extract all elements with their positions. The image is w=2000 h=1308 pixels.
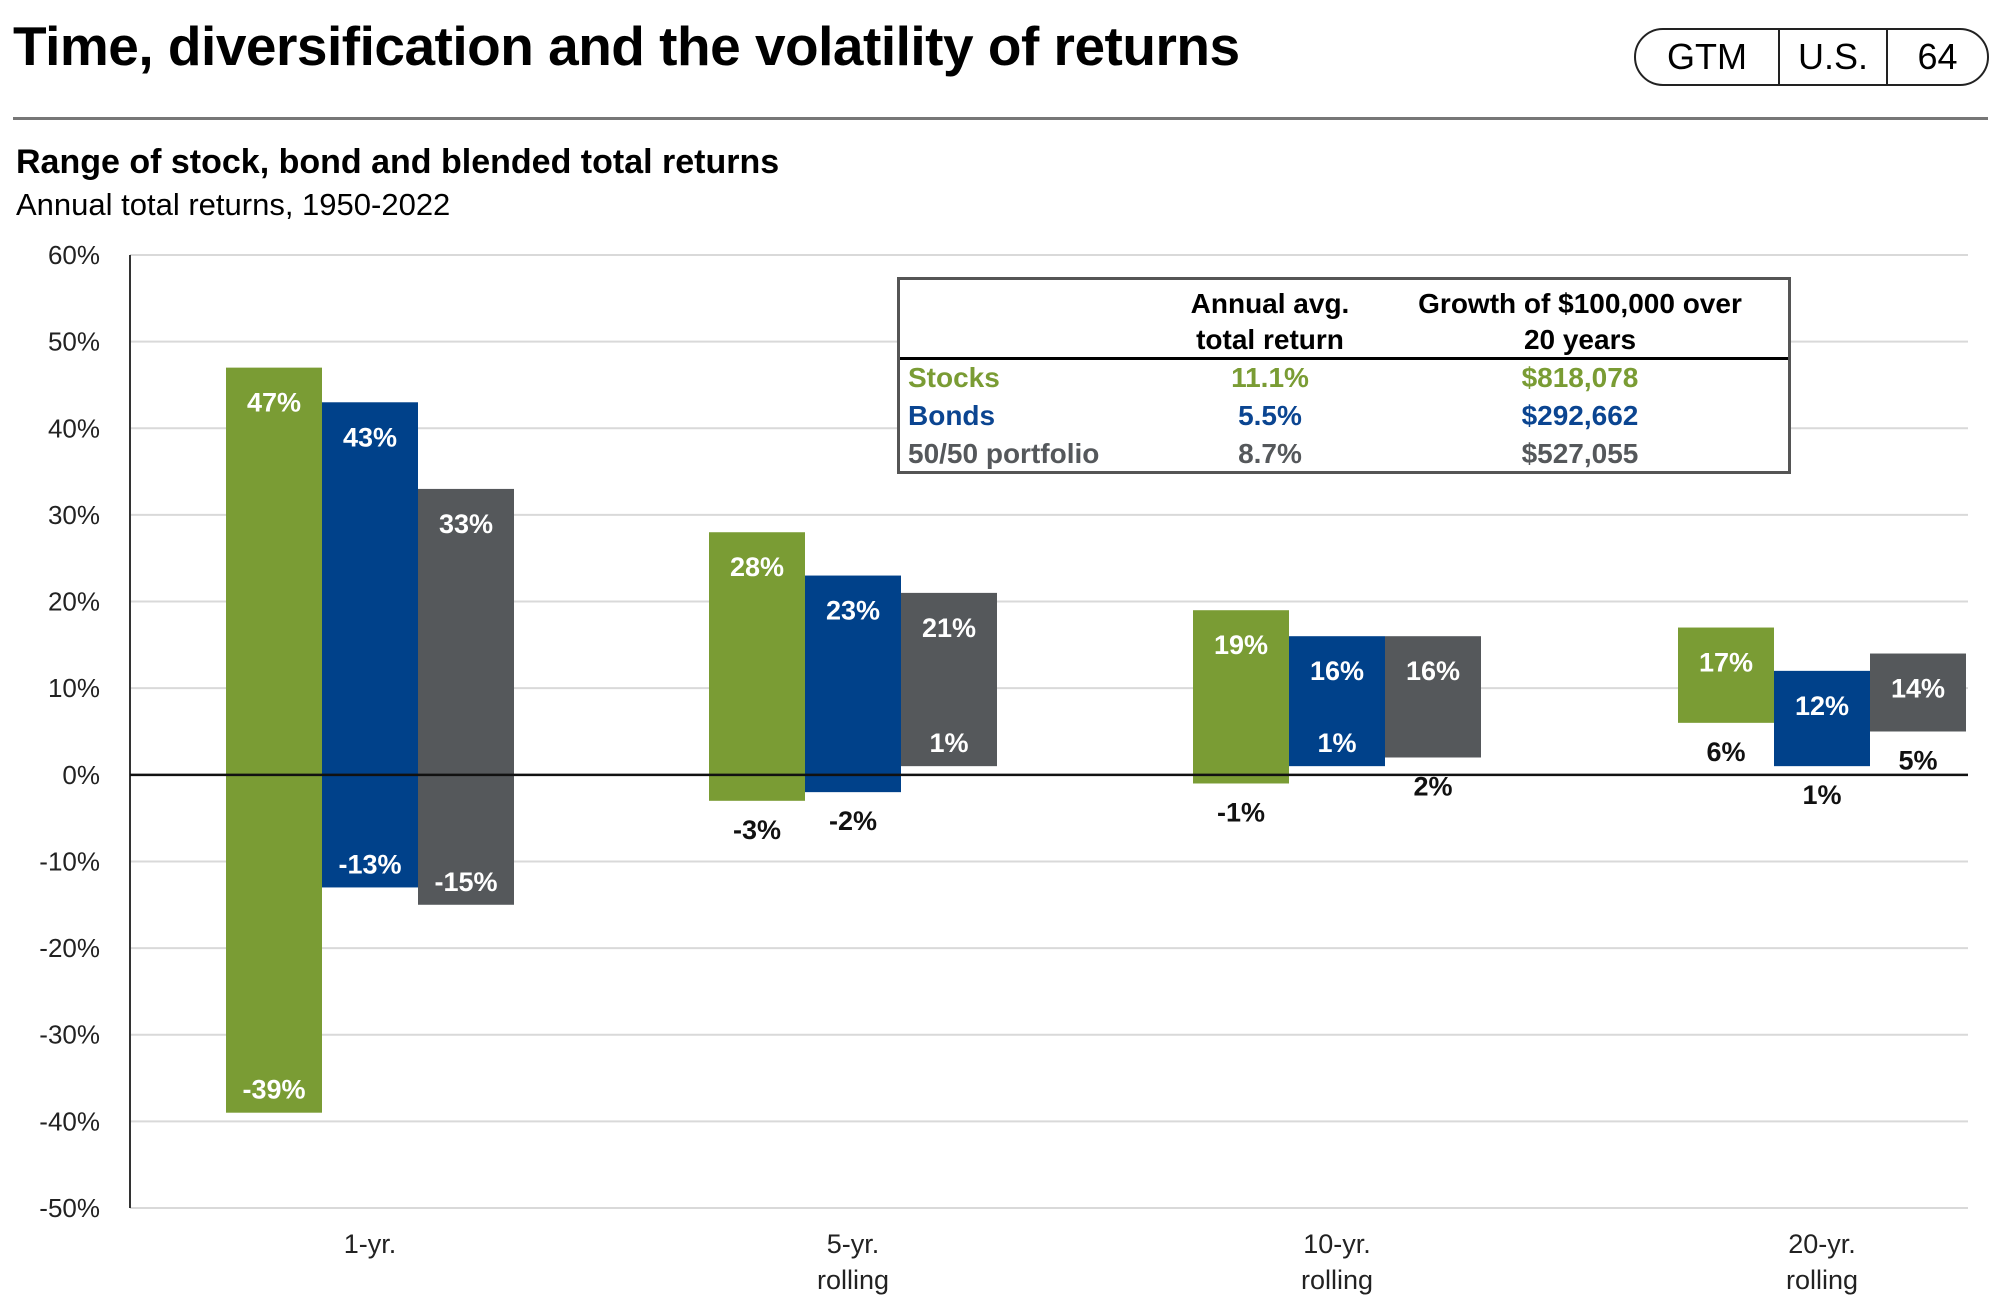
col-header-growth: Growth of $100,000 over 20 years (1380, 286, 1780, 358)
x-tick-label: 1-yr. (344, 1229, 397, 1259)
max-data-label: 16% (1310, 656, 1364, 686)
y-tick-label: -40% (39, 1106, 100, 1136)
max-data-label: 21% (922, 613, 976, 643)
y-tick-label: -30% (39, 1020, 100, 1050)
y-tick-label: -20% (39, 933, 100, 963)
min-data-label: 1% (1317, 728, 1356, 758)
y-tick-label: 30% (48, 500, 100, 530)
min-data-label: 1% (929, 728, 968, 758)
min-data-label: -2% (829, 806, 877, 836)
max-data-label: 47% (247, 388, 301, 418)
bar-stocks (709, 532, 805, 801)
y-tick-label: 0% (62, 760, 100, 790)
y-tick-label: -50% (39, 1193, 100, 1223)
max-data-label: 33% (439, 509, 493, 539)
min-data-label: -3% (733, 815, 781, 845)
row-avg-return: 11.1% (1231, 362, 1309, 393)
row-label: 50/50 portfolio (908, 438, 1100, 469)
badge-gtm: GTM (1636, 30, 1780, 84)
table-row: 50/50 portfolio 8.7% $527,055 (900, 438, 1788, 476)
row-growth: $292,662 (1521, 400, 1639, 431)
max-data-label: 28% (730, 552, 784, 582)
row-growth: $818,078 (1521, 362, 1639, 393)
row-label: Stocks (908, 362, 1000, 393)
x-tick-label: rolling (1786, 1265, 1858, 1295)
x-tick-label: rolling (1301, 1265, 1373, 1295)
col-header-avg-line2: total return (1196, 324, 1344, 355)
x-tick-label: rolling (817, 1265, 889, 1295)
row-label: Bonds (908, 400, 996, 431)
max-data-label: 23% (826, 596, 880, 626)
gtm-badge: GTM U.S. 64 (1634, 28, 1989, 86)
min-data-label: -39% (242, 1075, 305, 1105)
col-header-avg: Annual avg. total return (1120, 286, 1420, 358)
min-data-label: -15% (434, 867, 497, 897)
table-header-rule (900, 357, 1788, 360)
min-data-label: -13% (338, 849, 401, 879)
bar-stocks (1193, 610, 1289, 784)
y-tick-label: 20% (48, 587, 100, 617)
row-avg-return: 5.5% (1238, 400, 1302, 431)
x-tick-label: 20-yr. (1788, 1229, 1856, 1259)
summary-table: Annual avg. total return Growth of $100,… (897, 277, 1791, 474)
table-row: Bonds 5.5% $292,662 (900, 400, 1788, 438)
bar-bonds (1774, 670, 1870, 767)
max-data-label: 19% (1214, 630, 1268, 660)
max-data-label: 43% (343, 422, 397, 452)
col-header-growth-line1: Growth of $100,000 over (1418, 288, 1742, 319)
bar-stocks (226, 367, 322, 1113)
max-data-label: 12% (1795, 691, 1849, 721)
max-data-label: 16% (1406, 656, 1460, 686)
x-tick-label: 10-yr. (1303, 1229, 1371, 1259)
y-tick-label: -10% (39, 846, 100, 876)
bar-bonds (1289, 636, 1385, 767)
y-tick-label: 60% (48, 240, 100, 270)
bar-stocks (1678, 627, 1774, 723)
min-data-label: -1% (1217, 797, 1265, 827)
min-data-label: 1% (1802, 780, 1841, 810)
badge-page-number: 64 (1917, 36, 1958, 77)
min-data-label: 2% (1413, 771, 1452, 801)
badge-region: U.S. (1780, 30, 1888, 84)
max-data-label: 14% (1891, 674, 1945, 704)
x-tick-label: 5-yr. (827, 1229, 880, 1259)
min-data-label: 6% (1706, 737, 1745, 767)
header-divider (13, 117, 1988, 120)
col-header-growth-line2: 20 years (1523, 324, 1637, 355)
bar-50-50-portfolio (1870, 653, 1966, 732)
min-data-label: 5% (1898, 746, 1937, 776)
y-tick-label: 50% (48, 327, 100, 357)
row-avg-return: 8.7% (1238, 438, 1302, 469)
max-data-label: 17% (1699, 648, 1753, 678)
bar-50-50-portfolio (418, 488, 514, 905)
page-title: Time, diversification and the volatility… (13, 15, 1240, 77)
chart-title: Range of stock, bond and blended total r… (16, 143, 780, 181)
bar-bonds (805, 575, 901, 793)
y-tick-label: 40% (48, 413, 100, 443)
table-row: Stocks 11.1% $818,078 (900, 362, 1788, 400)
row-growth: $527,055 (1521, 438, 1639, 469)
chart-subtitle: Annual total returns, 1950-2022 (16, 187, 451, 222)
col-header-avg-line1: Annual avg. (1190, 288, 1350, 319)
bar-50-50-portfolio (901, 592, 997, 767)
bar-bonds (322, 402, 418, 888)
y-tick-label: 10% (48, 673, 100, 703)
bar-50-50-portfolio (1385, 636, 1481, 758)
